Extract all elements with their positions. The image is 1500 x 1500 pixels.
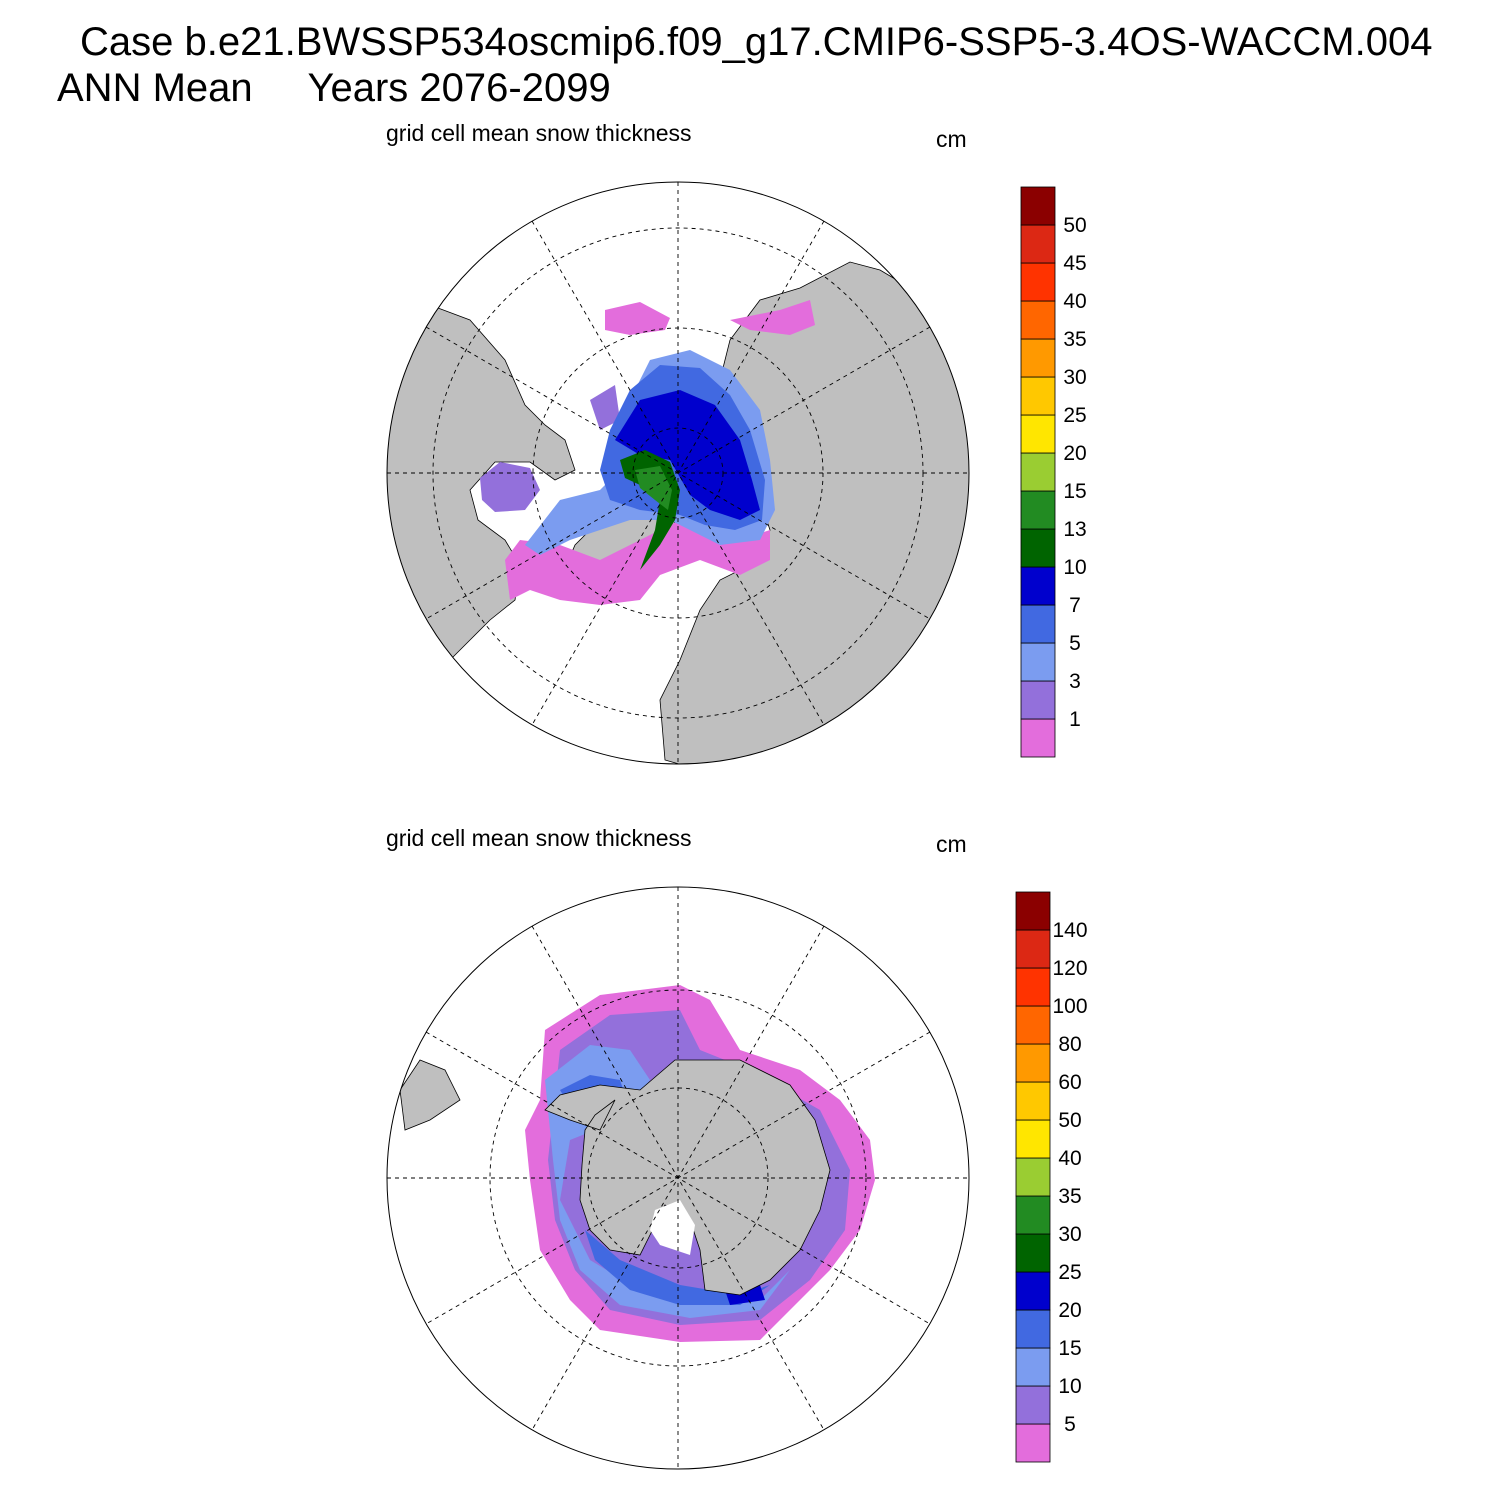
north-snow-band-3 bbox=[480, 385, 620, 512]
south-colorbar-label: 120 bbox=[1052, 957, 1087, 980]
north-colorbar-box bbox=[1020, 262, 1056, 302]
north-colorbar-box bbox=[1020, 528, 1056, 568]
north-colorbar-label: 5 bbox=[1069, 632, 1081, 655]
north-colorbar-box bbox=[1020, 490, 1056, 530]
north-colorbar-label: 13 bbox=[1063, 518, 1086, 541]
north-colorbar-label: 40 bbox=[1063, 290, 1086, 313]
south-colorbar-box bbox=[1015, 1005, 1051, 1045]
north-colorbar-label: 30 bbox=[1063, 366, 1086, 389]
north-colorbar-box bbox=[1020, 452, 1056, 492]
north-colorbar-box bbox=[1020, 300, 1056, 340]
south-colorbar-label: 100 bbox=[1052, 995, 1087, 1018]
south-colorbar-box bbox=[1015, 929, 1051, 969]
north-colorbar-label: 45 bbox=[1063, 252, 1086, 275]
north-colorbar-label: 25 bbox=[1063, 404, 1086, 427]
north-colorbar-box bbox=[1020, 186, 1056, 226]
south-colorbar-box bbox=[1015, 1119, 1051, 1159]
south-colorbar-box bbox=[1015, 1195, 1051, 1235]
north-colorbar-box bbox=[1020, 718, 1056, 758]
north-colorbar-label: 50 bbox=[1063, 214, 1086, 237]
north-colorbar-box bbox=[1020, 338, 1056, 378]
south-colorbar-label: 20 bbox=[1058, 1299, 1081, 1322]
south-america-landmass bbox=[399, 1059, 461, 1131]
south-colorbar-label: 30 bbox=[1058, 1223, 1081, 1246]
north-snow-band-6 bbox=[615, 390, 760, 520]
south-colorbar-box bbox=[1015, 891, 1051, 931]
south-colorbar-label: 50 bbox=[1058, 1109, 1081, 1132]
south-colorbar-label: 35 bbox=[1058, 1185, 1081, 1208]
south-colorbar-box bbox=[1015, 1081, 1051, 1121]
north-colorbar-label: 1 bbox=[1069, 708, 1081, 731]
north-colorbar-label: 10 bbox=[1063, 556, 1086, 579]
south-colorbar-box bbox=[1015, 1347, 1051, 1387]
north-colorbar-box bbox=[1020, 376, 1056, 416]
antarctica-landmass bbox=[544, 1059, 831, 1296]
north-colorbar-label: 20 bbox=[1063, 442, 1086, 465]
south-colorbar-label: 140 bbox=[1052, 919, 1087, 942]
south-colorbar-box bbox=[1015, 1271, 1051, 1311]
south-panel-title: grid cell mean snow thickness bbox=[386, 825, 692, 851]
north-colorbar-label: 15 bbox=[1063, 480, 1086, 503]
south-colorbar-label: 80 bbox=[1058, 1033, 1081, 1056]
north-snow-band-1 bbox=[505, 520, 770, 605]
south-graticule bbox=[387, 887, 969, 1469]
north-colorbar-label: 35 bbox=[1063, 328, 1086, 351]
south-colorbar-label: 10 bbox=[1058, 1375, 1081, 1398]
south-colorbar-box bbox=[1015, 1233, 1051, 1273]
south-colorbar-box bbox=[1015, 967, 1051, 1007]
south-colorbar-label: 60 bbox=[1058, 1071, 1081, 1094]
north-colorbar-box bbox=[1020, 604, 1056, 644]
south-colorbar: 5 10 15 20 25 30 35 40 50 60 80 100 120 140 bbox=[1015, 891, 1088, 1463]
north-panel-units: cm bbox=[936, 126, 967, 152]
south-colorbar-label: 25 bbox=[1058, 1261, 1081, 1284]
south-colorbar-label: 40 bbox=[1058, 1147, 1081, 1170]
north-colorbar-box bbox=[1020, 414, 1056, 454]
north-colorbar-label: 3 bbox=[1069, 670, 1081, 693]
north-colorbar-box bbox=[1020, 566, 1056, 606]
figure-title: Case b.e21.BWSSP534oscmip6.f09_g17.CMIP6… bbox=[80, 20, 1433, 64]
south-colorbar-box bbox=[1015, 1385, 1051, 1425]
south-colorbar-label: 15 bbox=[1058, 1337, 1081, 1360]
south-colorbar-label: 5 bbox=[1064, 1413, 1076, 1436]
north-panel-title: grid cell mean snow thickness bbox=[386, 120, 692, 146]
north-snow-band-2 bbox=[605, 300, 815, 335]
north-colorbar-box bbox=[1020, 680, 1056, 720]
north-colorbar-box bbox=[1020, 224, 1056, 264]
figure-subtitle: ANN Mean Years 2076-2099 bbox=[57, 66, 611, 110]
south-colorbar-box bbox=[1015, 1157, 1051, 1197]
south-colorbar-box bbox=[1015, 1043, 1051, 1083]
north-graticule bbox=[387, 182, 969, 764]
south-polar-map: 5 10 15 20 25 30 35 40 50 60 80 100 120 140 bbox=[386, 886, 1088, 1470]
south-panel-units: cm bbox=[936, 831, 967, 857]
south-colorbar-box bbox=[1015, 1309, 1051, 1349]
north-colorbar-box bbox=[1020, 642, 1056, 682]
south-colorbar-box bbox=[1015, 1423, 1051, 1463]
north-colorbar-label: 7 bbox=[1069, 594, 1081, 617]
antarctica-ice-shelf bbox=[650, 1200, 695, 1255]
